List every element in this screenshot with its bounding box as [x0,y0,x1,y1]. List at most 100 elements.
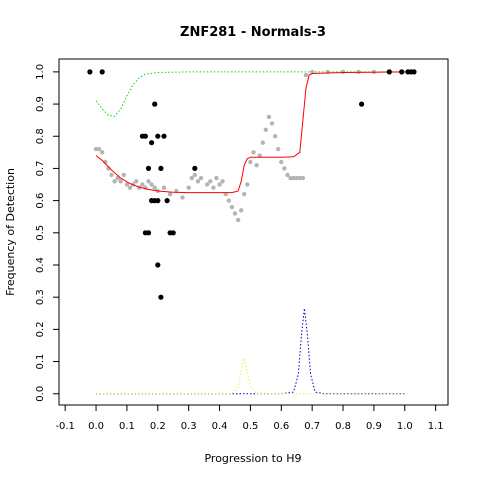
data-point [386,69,392,75]
y-tick-label: 0.3 [35,289,46,305]
series-line-3 [95,71,405,117]
gray-point [242,192,247,197]
gray-point [186,185,191,190]
gray-point [121,172,127,178]
gray-point [205,182,210,187]
data-point [411,69,417,75]
gray-point [229,204,235,210]
data-point [192,165,198,171]
gray-point [279,159,284,165]
plot-frame [58,58,449,406]
gray-point [198,175,204,181]
gray-point [161,185,167,190]
data-point [161,133,167,139]
data-point [158,294,164,300]
gray-point [285,172,290,178]
gray-point [167,192,173,197]
gray-point [251,150,256,155]
gray-point [239,208,244,213]
x-tick-label: 1.0 [397,421,413,432]
data-point [99,69,105,75]
data-point [155,133,161,139]
x-tick-label: 0.9 [366,421,382,432]
x-tick-label: 0.2 [150,421,166,432]
gray-point [226,198,231,203]
x-tick-label: 0.3 [181,421,197,432]
data-point [158,165,164,171]
gray-point [96,146,102,152]
y-tick-label: 0.1 [35,354,46,370]
y-axis: 0.0 0.1 0.2 0.3 0.4 0.5 0.6 0.7 0.8 0.9 1.0 [35,64,59,402]
gray-point [232,211,238,216]
data-point [155,198,161,204]
gray-point [208,179,213,184]
gray-point [152,185,157,190]
gray-point [93,146,99,152]
gray-point [340,69,346,75]
gray-point [291,175,296,181]
gray-point [272,134,278,139]
x-tick-label: 0.0 [88,421,104,432]
gray-point [109,172,114,178]
data-point [142,133,148,139]
series-layer [87,69,417,395]
gray-point [303,72,309,78]
gray-point [192,172,197,178]
x-tick-label: 0.4 [212,421,228,432]
data-point [145,165,152,171]
data-point [170,230,176,236]
x-tick-label: -0.1 [55,421,75,432]
data-point [399,69,405,75]
x-tick-label: 1.1 [428,421,444,432]
y-tick-label: 0.2 [35,321,46,337]
y-tick-label: 0.0 [35,386,46,402]
gray-point [100,150,105,155]
gray-point [112,179,117,184]
data-point [152,101,158,107]
data-point [87,69,93,75]
x-tick-label: 0.5 [242,421,258,432]
gray-point [254,163,259,168]
gray-point [263,127,268,132]
y-axis-label: Frequency of Detection [4,168,17,296]
x-tick-label: 0.6 [273,421,289,432]
x-axis: -0.1 0.0 0.1 0.2 0.3 0.4 0.5 0.6 0.7 0.8 0.9 1.0 1.1 [55,405,444,432]
data-point [155,262,161,268]
gray-point [118,179,123,184]
gray-point [189,175,194,181]
x-tick-label: 0.1 [119,421,135,432]
data-point [164,198,170,204]
gray-point [260,140,265,145]
gray-point [211,185,216,190]
chart-title: ZNF281 - Normals-3 [180,25,326,40]
gray-point [245,182,250,187]
gray-point [217,182,222,187]
y-tick-label: 0.7 [35,160,46,176]
series-line-5 [96,358,405,395]
x-tick-label: 0.7 [304,421,320,432]
x-tick-label: 0.8 [335,421,351,432]
gray-point [134,179,139,184]
gray-point [294,175,299,181]
gray-point [214,175,219,181]
y-tick-label: 0.5 [35,225,46,241]
data-point [149,140,155,146]
gray-point [220,179,225,184]
y-tick-label: 0.4 [35,257,46,273]
series-line-4 [96,308,405,395]
gray-point [248,159,253,165]
data-point [359,101,365,107]
data-point [145,230,152,236]
gray-point [276,146,281,152]
gray-point [269,121,275,126]
gray-point [266,114,272,120]
y-tick-label: 1.0 [35,64,46,80]
gray-point [235,217,241,223]
x-axis-label: Progression to H9 [204,452,301,465]
gray-point [140,182,145,187]
gray-point [149,182,154,187]
gray-point [127,185,133,190]
gray-point [288,175,293,181]
gray-point [195,179,201,184]
